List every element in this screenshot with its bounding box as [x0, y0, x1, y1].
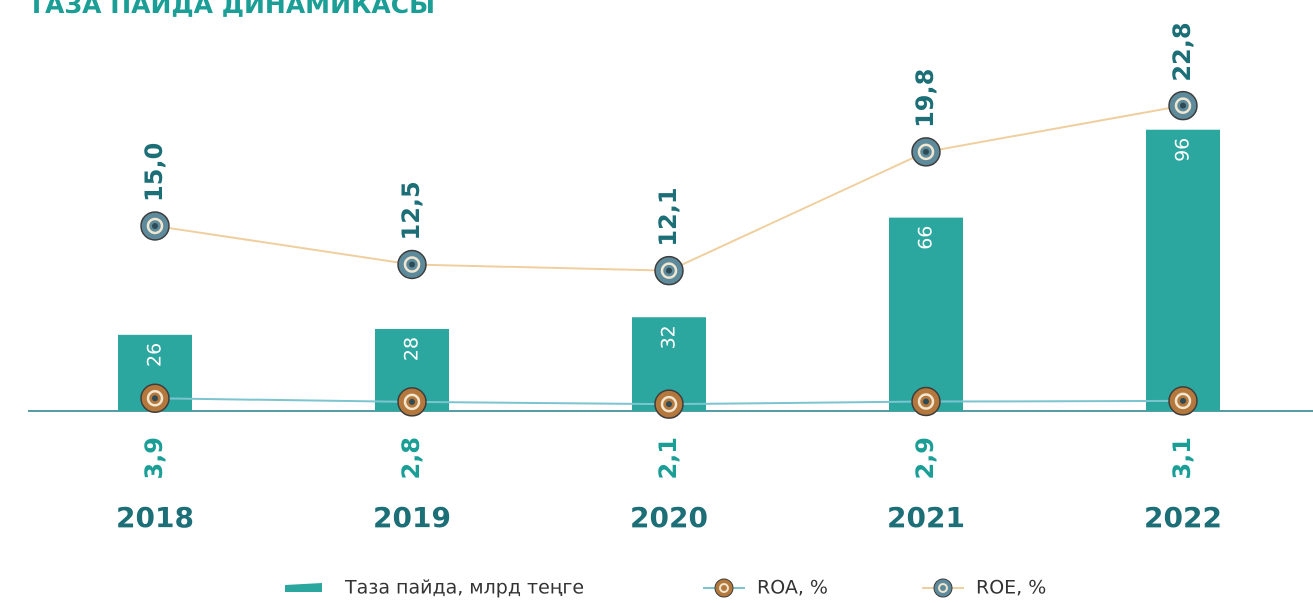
bar-label: 66	[915, 226, 937, 250]
legend-label: ROE, %	[976, 577, 1046, 599]
x-tick-label: 2019	[373, 501, 451, 534]
x-tick-label: 2018	[116, 501, 194, 534]
marker-center	[666, 268, 672, 274]
marker-center	[1180, 398, 1186, 404]
legend-marker	[934, 579, 952, 597]
x-tick-label: 2020	[630, 501, 708, 534]
legend-label: Таза пайда, млрд теңге	[344, 577, 584, 599]
legend-marker	[715, 579, 733, 597]
value-label: 22,8	[1168, 22, 1196, 81]
marker-center	[152, 395, 158, 401]
marker-center	[152, 223, 158, 229]
value-label: 19,8	[911, 69, 939, 128]
value-label: 2,1	[654, 437, 682, 480]
value-label: 3,9	[140, 437, 168, 480]
value-label: 2,8	[397, 437, 425, 480]
marker	[655, 390, 683, 418]
value-label: 2,9	[911, 437, 939, 480]
marker	[912, 138, 940, 166]
legend-swatch	[285, 583, 322, 592]
bar-label: 26	[144, 343, 166, 367]
bar-label: 28	[401, 337, 423, 361]
marker	[398, 388, 426, 416]
bar-label: 32	[658, 325, 680, 349]
value-label: 12,5	[397, 181, 425, 240]
value-label: 12,1	[654, 187, 682, 246]
bar-label: 96	[1172, 138, 1194, 162]
value-label: 3,1	[1168, 437, 1196, 480]
marker-center	[1180, 103, 1186, 109]
marker	[141, 212, 169, 240]
legend-marker-ring	[715, 579, 733, 597]
legend-marker-ring	[934, 579, 952, 597]
marker-center	[923, 399, 929, 405]
marker-center	[666, 401, 672, 407]
marker	[1169, 92, 1197, 120]
bar	[1146, 130, 1220, 411]
chart: ТАЗА ПАЙДА ДИНАМИКАСЫ 26 28 32 66 96 3,9 2,8 2,…	[0, 0, 1313, 603]
marker	[1169, 387, 1197, 415]
value-label: 15,0	[140, 143, 168, 202]
marker	[912, 388, 940, 416]
x-tick-label: 2022	[1144, 501, 1222, 534]
marker	[398, 251, 426, 279]
marker-center	[409, 399, 415, 405]
legend-label: ROA, %	[757, 577, 828, 599]
marker	[141, 384, 169, 412]
marker-center	[409, 262, 415, 268]
marker-center	[923, 149, 929, 155]
x-tick-label: 2021	[887, 501, 965, 534]
chart-title: ТАЗА ПАЙДА ДИНАМИКАСЫ	[28, 0, 435, 19]
marker	[655, 257, 683, 285]
